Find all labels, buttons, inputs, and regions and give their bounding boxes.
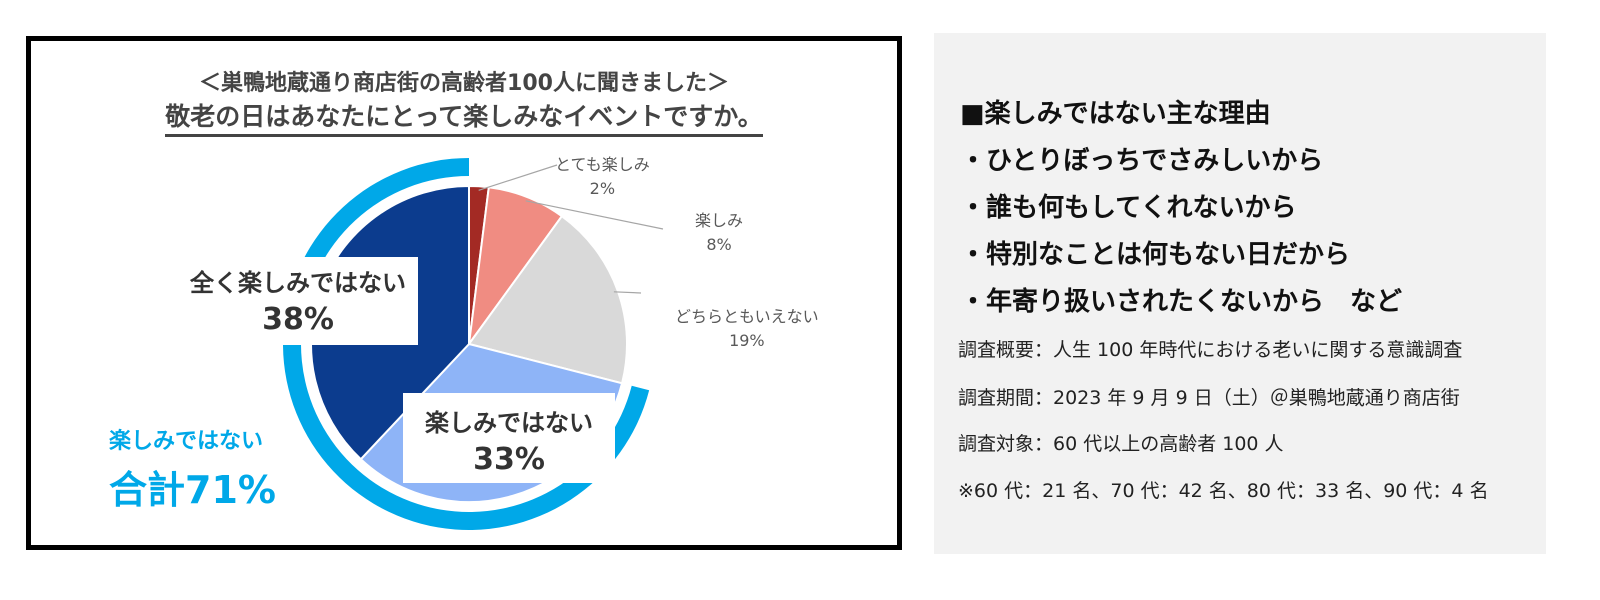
chart-panel: ＜巣鴨地蔵通り商店街の高齢者100人に聞きました＞ 敬老の日はあなたにとって楽し… bbox=[26, 36, 902, 550]
survey-target: 調査対象：60 代以上の高齢者 100 人 bbox=[958, 433, 1284, 455]
group-total: 合計71% bbox=[109, 468, 276, 512]
group-total-label: 楽しみではない 合計71% bbox=[109, 423, 276, 514]
survey-period: 調査期間：2023 年 9 月 9 日（土）＠巣鴨地蔵通り商店街 bbox=[958, 387, 1460, 409]
chart-title: ＜巣鴨地蔵通り商店街の高齢者100人に聞きました＞ bbox=[199, 71, 729, 96]
leader-line-slice-very-fun bbox=[478, 164, 558, 191]
survey-breakdown: ※60 代：21 名、70 代：42 名、80 代：33 名、90 代：4 名 bbox=[958, 480, 1489, 502]
reason-item: ・ひとりぼっちでさみしいから bbox=[960, 146, 1324, 176]
slice-name-fun: 楽しみ bbox=[695, 211, 744, 230]
leader-line-slice-fun bbox=[525, 200, 664, 230]
slice-name-very-fun: とても楽しみ bbox=[555, 155, 650, 174]
info-panel: ■楽しみではない主な理由 ・ひとりぼっちでさみしいから ・誰も何もしてくれないか… bbox=[934, 33, 1546, 554]
slice-pct-very-fun: 2% bbox=[589, 179, 616, 198]
slice-pct-neutral: 19% bbox=[729, 331, 765, 350]
chart-subtitle: 敬老の日はあなたにとって楽しみなイベントですか。 bbox=[165, 97, 763, 137]
callout-name-not-fun: 楽しみではない bbox=[425, 409, 593, 437]
group-label: 楽しみではない bbox=[109, 429, 264, 454]
slice-neutral bbox=[467, 214, 628, 385]
reason-item: ・誰も何もしてくれないから bbox=[960, 193, 1297, 223]
survey-overview: 調査概要：人生 100 年時代における老いに関する意識調査 bbox=[958, 339, 1463, 361]
reason-item: ・年寄り扱いされたくないから など bbox=[960, 287, 1403, 317]
slice-label-neutral: どちらともいえない 19% bbox=[675, 305, 819, 353]
callout-pct-not-fun: 33% bbox=[473, 442, 545, 477]
slice-name-neutral: どちらともいえない bbox=[675, 307, 819, 326]
callout-name-not-fun-at-all: 全く楽しみではない bbox=[190, 269, 406, 297]
reason-item: ・特別なことは何もない日だから bbox=[960, 240, 1351, 270]
callout-pct-not-fun-at-all: 38% bbox=[262, 302, 334, 337]
slice-pct-fun: 8% bbox=[706, 235, 732, 254]
callout-not-fun-at-all: 全く楽しみではない 38% bbox=[178, 257, 418, 345]
callout-not-fun: 楽しみではない 33% bbox=[403, 393, 615, 483]
leader-line-slice-neutral bbox=[613, 291, 642, 294]
slice-label-fun: 楽しみ 8% bbox=[695, 209, 743, 257]
slice-label-very-fun: とても楽しみ 2% bbox=[555, 153, 650, 201]
reasons-heading: ■楽しみではない主な理由 bbox=[960, 99, 1271, 129]
